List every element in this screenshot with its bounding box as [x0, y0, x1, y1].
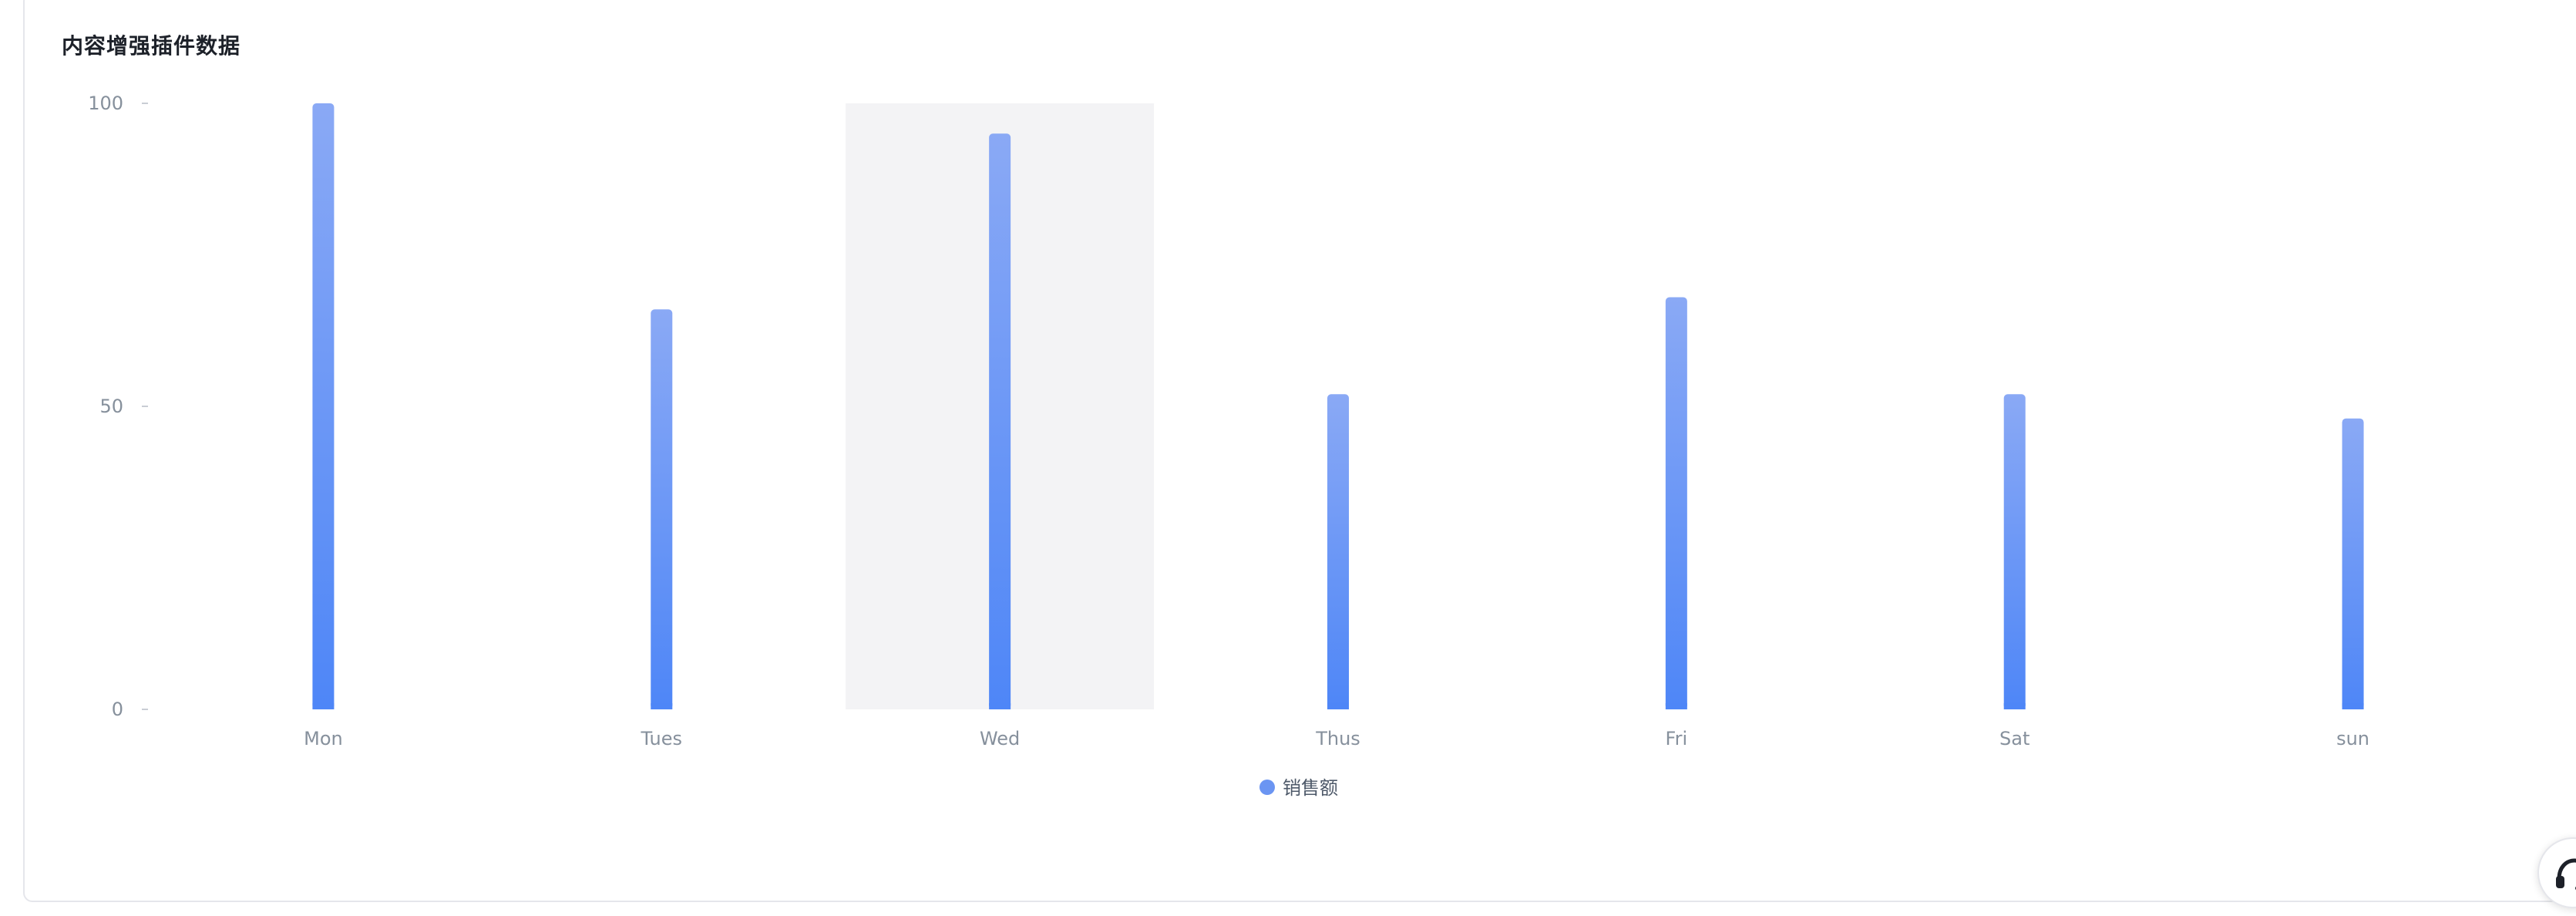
- bar-sat[interactable]: [2003, 394, 2026, 709]
- x-tick-label: Mon: [304, 728, 343, 749]
- x-tick-label: sun: [2336, 728, 2369, 749]
- bar-base: [312, 703, 335, 709]
- bar-tues[interactable]: [651, 309, 673, 709]
- bar-wed[interactable]: [989, 133, 1011, 710]
- bar-base: [2342, 703, 2364, 709]
- x-tick-label: Tues: [641, 728, 683, 749]
- bar-base: [1327, 703, 1349, 709]
- x-tick-label: Wed: [980, 728, 1020, 749]
- x-tick-label: Sat: [1999, 728, 2030, 749]
- bar-base: [2003, 703, 2026, 709]
- bar-mon[interactable]: [312, 103, 335, 709]
- chart-title: 内容增强插件数据: [62, 33, 241, 59]
- legend-dot[interactable]: [1259, 780, 1275, 795]
- legend-label[interactable]: 销售额: [1283, 777, 1338, 799]
- bar-thus[interactable]: [1327, 394, 1349, 709]
- y-tick-label: 50: [99, 396, 123, 417]
- headset-icon: [2556, 858, 2576, 891]
- bar-base: [651, 703, 673, 709]
- y-tick-label: 100: [88, 93, 123, 114]
- x-tick-label: Thus: [1315, 728, 1360, 749]
- bar-base: [1665, 703, 1687, 709]
- bar-base: [989, 703, 1011, 709]
- y-tick-label: 0: [112, 699, 123, 720]
- chart-card: [23, 0, 2576, 902]
- x-tick-label: Fri: [1666, 728, 1688, 749]
- bar-sun[interactable]: [2342, 418, 2364, 709]
- bar-fri[interactable]: [1665, 297, 1687, 709]
